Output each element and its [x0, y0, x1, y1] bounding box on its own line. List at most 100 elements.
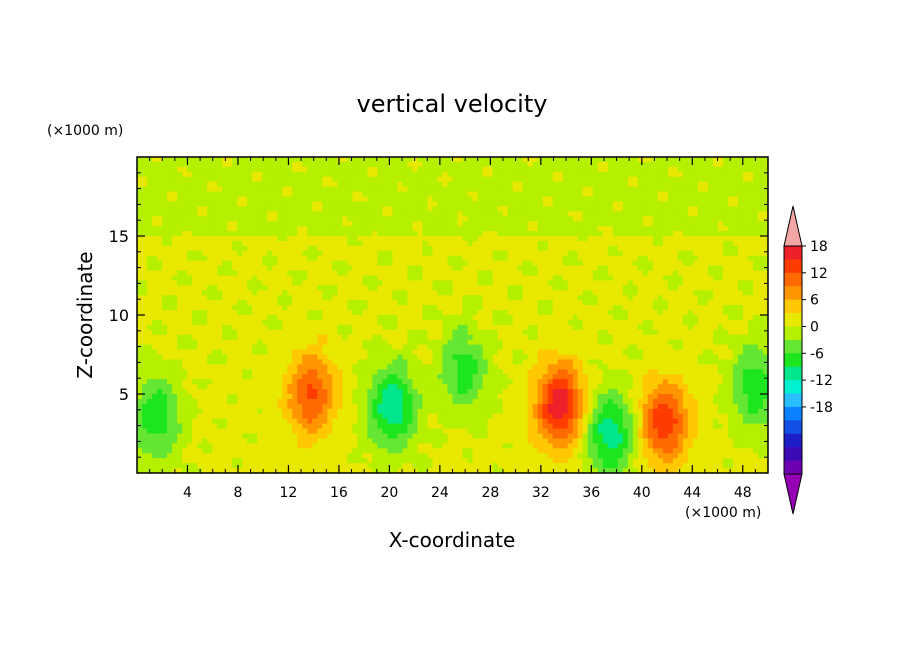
heatmap-cell: [642, 176, 649, 183]
heatmap-cell: [687, 176, 694, 183]
heatmap-cell: [462, 300, 469, 306]
heatmap-cell: [527, 334, 534, 341]
heatmap-cell: [642, 231, 649, 237]
heatmap-cell: [557, 260, 564, 267]
heatmap-cell: [592, 245, 599, 252]
heatmap-cell: [452, 275, 459, 282]
heatmap-cell: [407, 157, 414, 163]
heatmap-cell: [427, 285, 434, 291]
heatmap-cell: [452, 171, 459, 178]
heatmap-cell: [577, 211, 584, 217]
heatmap-cell: [262, 231, 268, 237]
heatmap-cell: [732, 329, 739, 336]
heatmap-cell: [327, 339, 333, 346]
heatmap-cell: [382, 216, 388, 222]
heatmap-cell: [682, 236, 689, 242]
heatmap-cell: [182, 310, 188, 316]
heatmap-cell: [722, 324, 729, 331]
heatmap-cell: [452, 221, 459, 227]
heatmap-cell: [602, 260, 609, 267]
heatmap-cell: [257, 181, 263, 188]
heatmap-cell: [467, 161, 474, 168]
heatmap-cell: [392, 319, 399, 326]
heatmap-cell: [707, 305, 714, 311]
heatmap-cell: [147, 275, 153, 282]
heatmap-cell: [492, 231, 499, 237]
heatmap-cell: [697, 250, 704, 257]
heatmap-cell: [397, 221, 404, 227]
heatmap-cell: [567, 334, 574, 341]
heatmap-cell: [692, 295, 699, 301]
heatmap-cell: [237, 280, 243, 286]
heatmap-cell: [382, 226, 388, 232]
heatmap-cell: [492, 270, 499, 277]
heatmap-cell: [257, 329, 263, 336]
heatmap-cell: [552, 211, 559, 217]
heatmap-cell: [727, 285, 734, 291]
heatmap-cell: [747, 305, 754, 311]
heatmap-cell: [372, 339, 378, 346]
heatmap-cell: [357, 265, 363, 272]
heatmap-cell: [657, 329, 664, 336]
heatmap-cell: [462, 265, 469, 272]
heatmap-cell: [757, 196, 764, 203]
heatmap-cell: [342, 245, 348, 252]
heatmap-cell: [317, 231, 323, 237]
heatmap-cell: [157, 265, 163, 272]
heatmap-cell: [227, 166, 233, 173]
heatmap-cell: [622, 329, 629, 336]
heatmap-cell: [197, 201, 203, 207]
heatmap-cell: [402, 201, 409, 207]
heatmap-cell: [227, 216, 233, 222]
heatmap-cell: [167, 300, 173, 306]
heatmap-cell: [402, 349, 409, 356]
heatmap-cell: [652, 305, 659, 311]
heatmap-cell: [452, 181, 459, 188]
heatmap-cell: [262, 181, 268, 188]
heatmap-cell: [292, 250, 298, 257]
heatmap-cell: [297, 315, 303, 321]
heatmap-cell: [677, 201, 684, 207]
heatmap-cell: [757, 216, 764, 222]
heatmap-cell: [347, 349, 353, 356]
heatmap-cell: [472, 280, 479, 286]
heatmap-cell: [352, 319, 358, 326]
heatmap-cell: [347, 166, 353, 173]
heatmap-cell: [677, 280, 684, 286]
heatmap-cell: [372, 319, 378, 326]
heatmap-cell: [387, 226, 394, 232]
heatmap-cell: [247, 211, 253, 217]
heatmap-cell: [332, 166, 338, 173]
heatmap-cell: [532, 166, 539, 173]
heatmap-cell: [502, 181, 509, 188]
heatmap-cell: [552, 280, 559, 286]
heatmap-cell: [427, 201, 434, 207]
heatmap-cell: [322, 290, 328, 296]
heatmap-cell: [277, 201, 283, 207]
heatmap-cell: [487, 250, 494, 257]
heatmap-cell: [587, 161, 594, 168]
heatmap-cell: [637, 186, 644, 193]
heatmap-cell: [297, 181, 303, 188]
heatmap-cell: [262, 176, 268, 183]
heatmap-cell: [382, 310, 388, 316]
heatmap-cell: [307, 344, 313, 351]
heatmap-cell: [307, 255, 313, 262]
heatmap-cell: [372, 305, 378, 311]
heatmap-cell: [727, 191, 734, 198]
heatmap-cell: [547, 191, 554, 198]
heatmap-cell: [597, 171, 604, 178]
heatmap-cell: [637, 334, 644, 341]
heatmap-cell: [347, 324, 353, 331]
heatmap-cell: [337, 344, 343, 351]
heatmap-cell: [642, 216, 649, 222]
heatmap-cell: [742, 240, 749, 247]
heatmap-cell: [137, 240, 143, 247]
heatmap-cell: [297, 226, 303, 232]
heatmap-cell: [482, 315, 489, 321]
heatmap-cell: [692, 339, 699, 346]
heatmap-cell: [562, 280, 569, 286]
heatmap-cell: [147, 295, 153, 301]
heatmap-cell: [602, 191, 609, 198]
heatmap-cell: [457, 236, 464, 242]
